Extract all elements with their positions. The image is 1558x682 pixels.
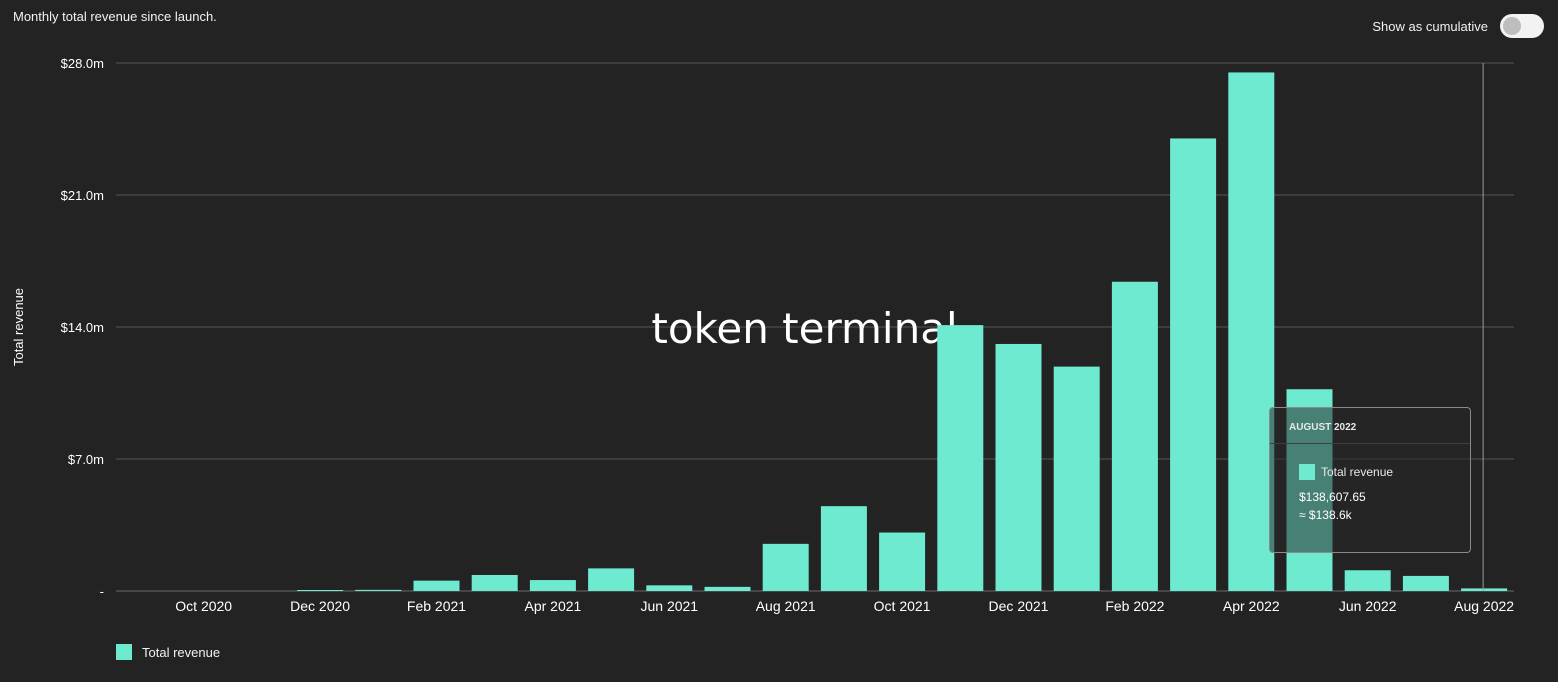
- x-tick-label: Feb 2022: [1105, 598, 1164, 614]
- bar-feb-2021: [413, 580, 460, 591]
- bar-may-2021: [588, 568, 635, 591]
- x-tick-label: Apr 2021: [524, 598, 581, 614]
- tooltip-approx-value: ≈ $138.6k: [1299, 508, 1352, 522]
- bar-sep-2021: [820, 506, 867, 591]
- y-tick-label: $14.0m: [61, 320, 104, 335]
- toggle-knob: [1503, 17, 1521, 35]
- bar-dec-2021: [995, 343, 1042, 591]
- tooltip-title: AUGUST 2022: [1270, 408, 1470, 444]
- cumulative-toggle[interactable]: [1500, 14, 1544, 38]
- bar-mar-2022: [1170, 138, 1217, 591]
- tooltip-series-row: Total revenue: [1299, 464, 1470, 480]
- bar-jun-2022: [1344, 570, 1391, 591]
- cumulative-toggle-label: Show as cumulative: [1372, 18, 1488, 34]
- x-tick-label: Feb 2021: [407, 598, 466, 614]
- x-tick-label: Dec 2021: [989, 598, 1049, 614]
- bar-jan-2022: [1053, 366, 1100, 591]
- bar-oct-2021: [879, 532, 926, 591]
- y-tick-label: $7.0m: [68, 452, 104, 467]
- x-tick-label: Jun 2021: [640, 598, 698, 614]
- x-tick-label: Oct 2021: [874, 598, 931, 614]
- bar-mar-2021: [471, 574, 518, 591]
- y-tick-label: -: [100, 584, 104, 599]
- y-tick-label: $28.0m: [61, 56, 104, 71]
- x-tick-label: Aug 2022: [1454, 598, 1514, 614]
- legend-swatch: [116, 644, 132, 660]
- bar-nov-2021: [937, 325, 984, 591]
- x-tick-label: Dec 2020: [290, 598, 350, 614]
- chart-subtitle: Monthly total revenue since launch.: [13, 9, 217, 24]
- bar-aug-2021: [762, 543, 809, 591]
- tooltip-value: $138,607.65: [1299, 490, 1366, 504]
- bar-apr-2022: [1228, 72, 1275, 591]
- y-tick-label: $21.0m: [61, 188, 104, 203]
- bar-dec-2020: [297, 590, 344, 591]
- cumulative-toggle-group: Show as cumulative: [1372, 14, 1544, 38]
- bar-feb-2022: [1111, 281, 1158, 591]
- token-terminal-watermark: token terminal_: [651, 304, 979, 353]
- bar-aug-2022: [1461, 588, 1508, 591]
- bar-apr-2021: [529, 580, 576, 591]
- bar-jan-2021: [355, 589, 402, 591]
- x-tick-label: Oct 2020: [175, 598, 232, 614]
- tooltip-series-label: Total revenue: [1321, 465, 1394, 479]
- bar-jul-2021: [704, 586, 751, 591]
- hover-tooltip: AUGUST 2022 Total revenue $138,607.65 ≈ …: [1269, 407, 1471, 553]
- legend-label: Total revenue: [142, 644, 221, 660]
- x-tick-label: Jun 2022: [1339, 598, 1397, 614]
- y-axis-title: Total revenue: [11, 288, 26, 366]
- legend-item-total-revenue[interactable]: Total revenue: [116, 644, 220, 660]
- bar-jun-2021: [646, 585, 693, 591]
- tooltip-swatch: [1299, 464, 1315, 480]
- bar-jul-2022: [1402, 575, 1449, 591]
- x-tick-label: Aug 2021: [756, 598, 816, 614]
- x-tick-label: Apr 2022: [1223, 598, 1280, 614]
